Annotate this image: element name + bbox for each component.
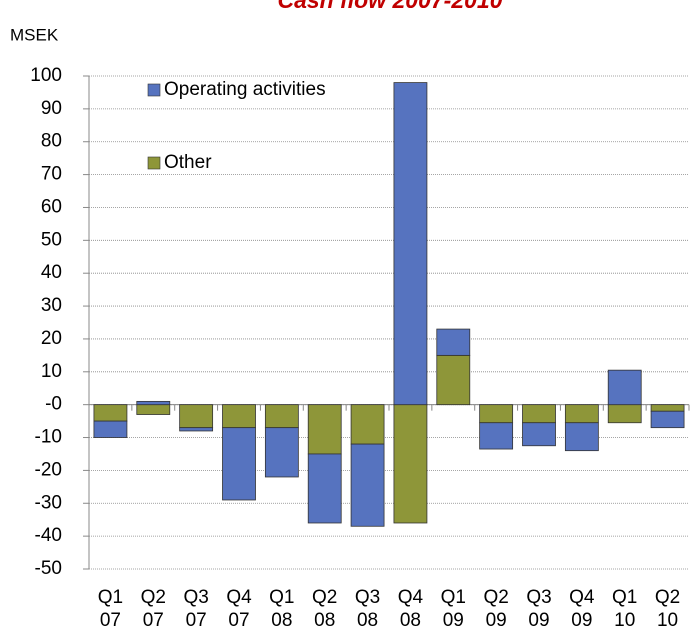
- legend-label: Operating activities: [164, 79, 326, 100]
- y-axis-label: MSEK: [10, 25, 59, 44]
- x-tick-label: Q1 09: [440, 587, 466, 631]
- x-tick-label: Q2 09: [483, 587, 509, 631]
- x-tick-label: Q1 08: [269, 587, 295, 631]
- bar: [264, 404, 299, 429]
- bar: [522, 404, 556, 424]
- bar: [393, 404, 428, 524]
- x-tick-label: Q1 10: [612, 587, 638, 631]
- y-tick-label: 90: [41, 98, 62, 119]
- y-tick-label: -10: [35, 427, 62, 448]
- y-tick-label: 20: [41, 328, 62, 349]
- bar: [650, 410, 685, 429]
- y-tick-label: -20: [35, 459, 62, 480]
- y-tick-label: 60: [41, 196, 62, 217]
- bar: [393, 82, 428, 406]
- bar: [307, 404, 342, 455]
- x-tick-label: Q4 07: [226, 587, 252, 631]
- bar: [564, 422, 599, 452]
- x-tick-label: Q1 07: [97, 587, 124, 631]
- bar: [350, 443, 385, 527]
- bar: [479, 422, 514, 450]
- y-tick-label: -40: [35, 525, 62, 546]
- y-tick-label: 50: [41, 229, 62, 250]
- y-tick-label: -30: [35, 492, 62, 513]
- bar: [136, 404, 171, 415]
- bar: [222, 404, 256, 429]
- bar: [607, 369, 642, 406]
- y-tick-label: 10: [41, 361, 62, 382]
- x-tick-label: Q4 08: [397, 587, 424, 631]
- bar: [350, 404, 385, 445]
- bar: [607, 404, 642, 424]
- x-tick-label: Q2 08: [312, 587, 338, 631]
- x-tick-label: Q3 08: [354, 587, 381, 631]
- y-tick-label: 80: [41, 131, 62, 152]
- legend-swatch: [147, 83, 161, 97]
- x-tick-label: Q2 10: [654, 587, 681, 631]
- bar: [264, 427, 299, 478]
- legend-swatch: [147, 156, 161, 170]
- bar: [479, 404, 514, 424]
- x-tick-label: Q4 09: [569, 587, 595, 631]
- bar: [136, 400, 171, 406]
- bar: [436, 328, 471, 356]
- bar: [522, 422, 556, 447]
- x-tick-label: Q3 07: [183, 587, 209, 631]
- bar: [93, 404, 128, 422]
- x-tick-label: Q3 09: [526, 587, 552, 631]
- bar: [179, 427, 214, 432]
- bar: [436, 354, 471, 406]
- y-tick-label: -0: [45, 394, 62, 415]
- y-tick-label: 100: [30, 65, 62, 86]
- bar: [222, 427, 256, 501]
- bar: [93, 420, 128, 438]
- y-tick-label: 70: [41, 164, 62, 185]
- legend-label: Other: [164, 152, 212, 173]
- bar: [179, 404, 214, 429]
- y-tick-label: 40: [41, 262, 62, 283]
- bar: [307, 453, 342, 524]
- y-tick-label: 30: [41, 295, 62, 316]
- chart-title: Cash flow 2007-2010: [277, 0, 502, 13]
- bar: [564, 404, 599, 424]
- x-tick-label: Q2 07: [140, 587, 166, 631]
- y-tick-label: -50: [35, 558, 62, 579]
- bar: [650, 404, 685, 412]
